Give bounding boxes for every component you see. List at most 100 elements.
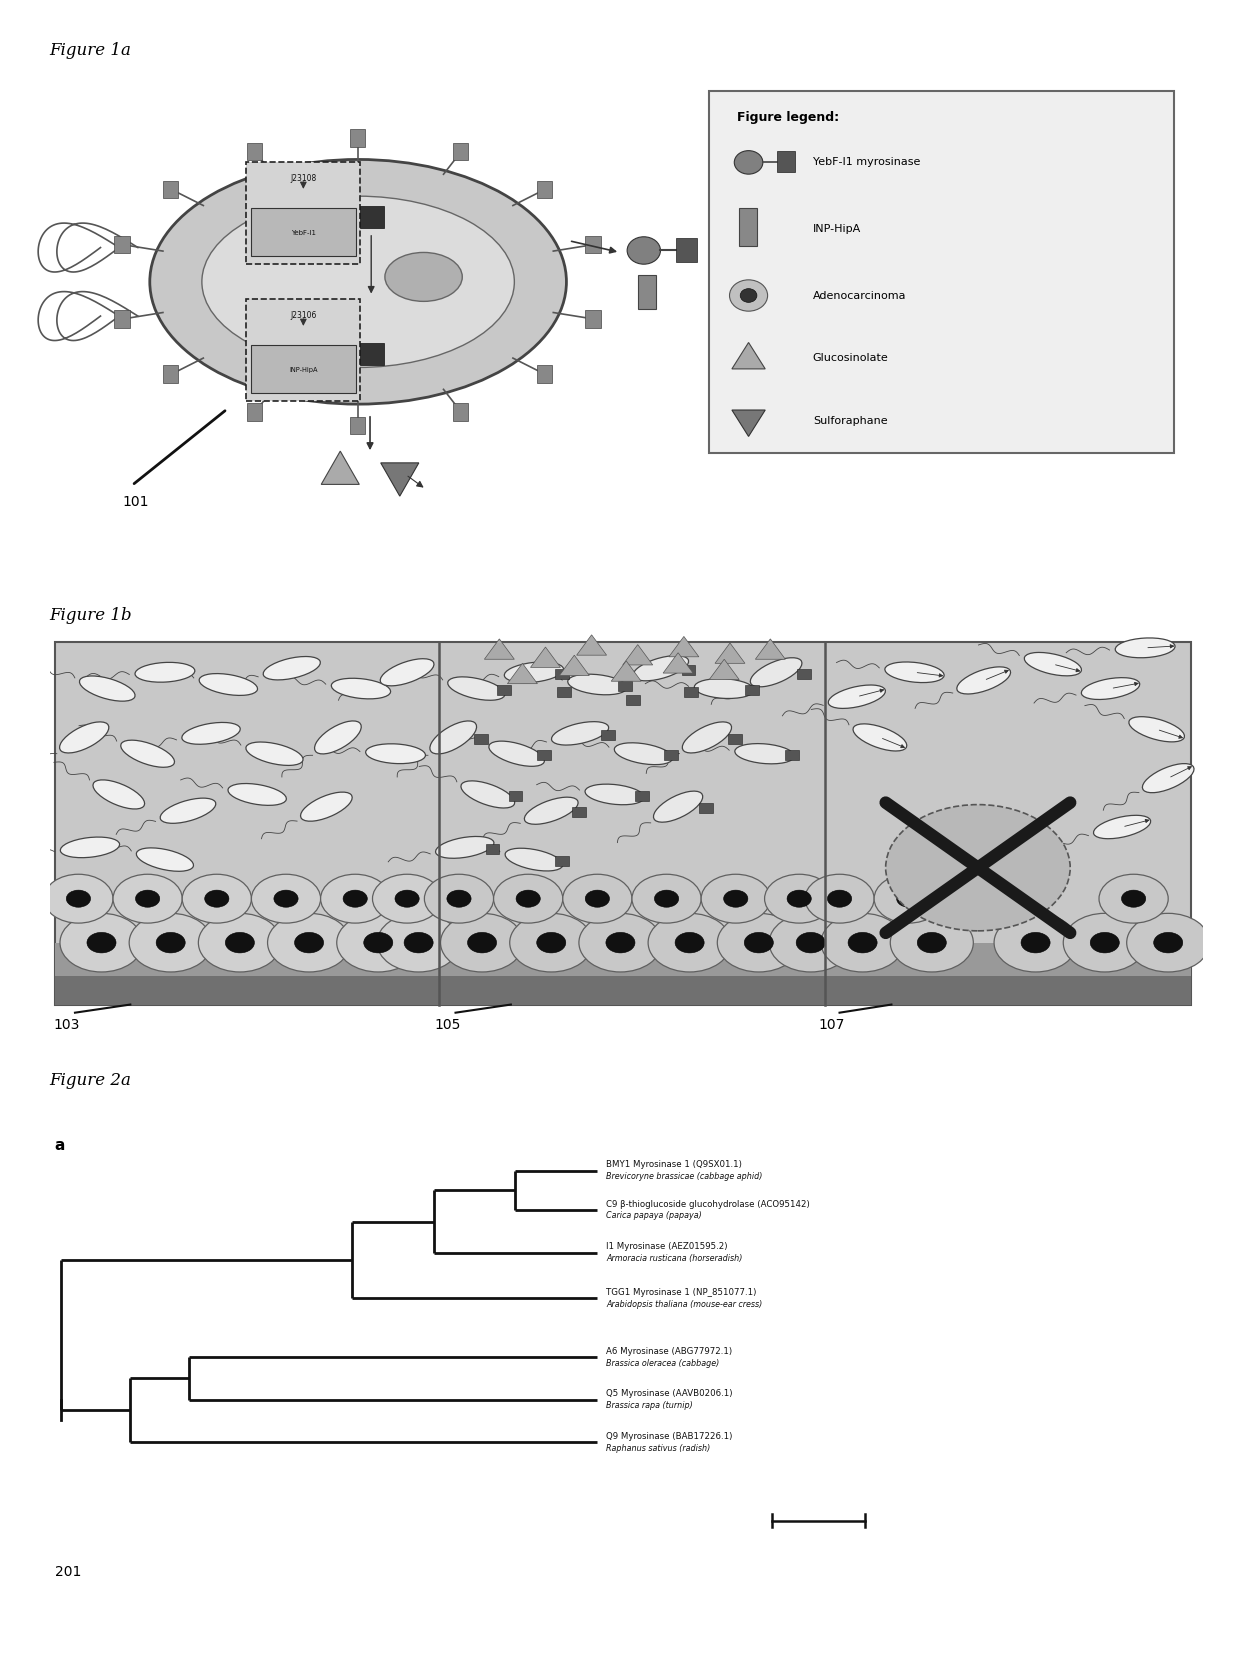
Ellipse shape [205,891,229,907]
Bar [361,344,384,366]
Bar [728,735,742,745]
Ellipse shape [735,743,795,765]
Ellipse shape [246,741,303,766]
Ellipse shape [744,932,774,952]
Text: Glucosinolate: Glucosinolate [813,352,889,362]
Text: I1 Myrosinase (AEZ01595.2): I1 Myrosinase (AEZ01595.2) [606,1242,728,1251]
Ellipse shape [87,932,117,952]
Ellipse shape [585,891,610,907]
FancyBboxPatch shape [709,91,1173,454]
Ellipse shape [724,891,748,907]
Text: 201: 201 [55,1566,81,1579]
Bar [537,181,552,198]
Ellipse shape [120,740,175,768]
Text: Armoracia rusticana (horseradish): Armoracia rusticana (horseradish) [606,1253,743,1263]
Text: Brassica oleracea (cabbage): Brassica oleracea (cabbage) [606,1358,719,1368]
Ellipse shape [885,661,944,683]
Ellipse shape [384,253,463,301]
Ellipse shape [343,891,367,907]
Ellipse shape [396,891,419,907]
Bar [247,143,262,160]
Ellipse shape [226,932,254,952]
Bar [745,685,759,695]
Ellipse shape [430,721,476,755]
Bar [777,151,795,173]
Ellipse shape [828,685,885,708]
Ellipse shape [113,874,182,922]
Ellipse shape [60,721,109,753]
Ellipse shape [717,914,800,972]
Text: Arabidopsis thaliana (mouse-ear cress): Arabidopsis thaliana (mouse-ear cress) [606,1300,763,1308]
Ellipse shape [1021,932,1050,952]
Ellipse shape [821,914,904,972]
FancyBboxPatch shape [247,299,361,401]
Bar [684,686,698,696]
Bar [785,751,800,760]
Ellipse shape [1127,914,1210,972]
Ellipse shape [300,793,352,821]
Ellipse shape [890,914,973,972]
Bar [508,791,522,801]
Ellipse shape [966,891,990,907]
Text: BMY1 Myrosinase 1 (Q9SX01.1): BMY1 Myrosinase 1 (Q9SX01.1) [606,1160,742,1170]
Ellipse shape [448,676,505,700]
Ellipse shape [897,891,921,907]
Ellipse shape [331,678,391,698]
Bar [797,670,811,678]
Text: Q9 Myrosinase (BAB17226.1): Q9 Myrosinase (BAB17226.1) [606,1431,733,1441]
Ellipse shape [787,891,811,907]
Text: A6 Myrosinase (ABG77972.1): A6 Myrosinase (ABG77972.1) [606,1346,732,1356]
Ellipse shape [200,673,258,695]
Polygon shape [531,647,560,668]
Ellipse shape [202,196,515,367]
Bar [486,844,500,854]
Polygon shape [755,638,785,660]
Text: 101: 101 [123,495,149,509]
Text: INP-HipA: INP-HipA [813,224,861,234]
Ellipse shape [1081,678,1140,700]
Bar [453,404,469,420]
Ellipse shape [489,741,544,766]
Ellipse shape [440,914,523,972]
Ellipse shape [135,891,160,907]
Ellipse shape [701,874,770,922]
Ellipse shape [1128,716,1184,741]
Ellipse shape [729,279,768,311]
FancyBboxPatch shape [250,346,356,394]
Ellipse shape [740,289,756,302]
Ellipse shape [295,932,324,952]
Ellipse shape [60,914,143,972]
Ellipse shape [606,932,635,952]
Text: Figure 2a: Figure 2a [50,1072,131,1089]
Ellipse shape [337,914,420,972]
Ellipse shape [505,848,563,871]
Bar [162,366,179,382]
Ellipse shape [1063,914,1146,972]
Polygon shape [577,635,606,655]
Polygon shape [559,655,589,675]
Ellipse shape [372,874,441,922]
Text: J23106: J23106 [290,311,316,321]
FancyBboxPatch shape [250,208,356,256]
Ellipse shape [446,891,471,907]
Ellipse shape [1121,891,1146,907]
Ellipse shape [435,836,494,858]
Text: a: a [55,1138,64,1153]
Ellipse shape [944,874,1013,922]
Text: Figure 1a: Figure 1a [50,42,131,58]
Polygon shape [668,637,699,656]
Polygon shape [622,645,652,665]
Ellipse shape [750,658,802,686]
Polygon shape [715,643,745,663]
Bar [572,808,585,818]
Ellipse shape [66,891,91,907]
Bar [162,181,179,198]
Ellipse shape [136,848,193,871]
Ellipse shape [43,874,113,922]
Ellipse shape [93,779,145,809]
Ellipse shape [363,932,393,952]
Polygon shape [732,411,765,437]
Text: Q5 Myrosinase (AAVB0206.1): Q5 Myrosinase (AAVB0206.1) [606,1389,733,1398]
Ellipse shape [516,891,541,907]
Text: Adenocarcinoma: Adenocarcinoma [813,291,906,301]
